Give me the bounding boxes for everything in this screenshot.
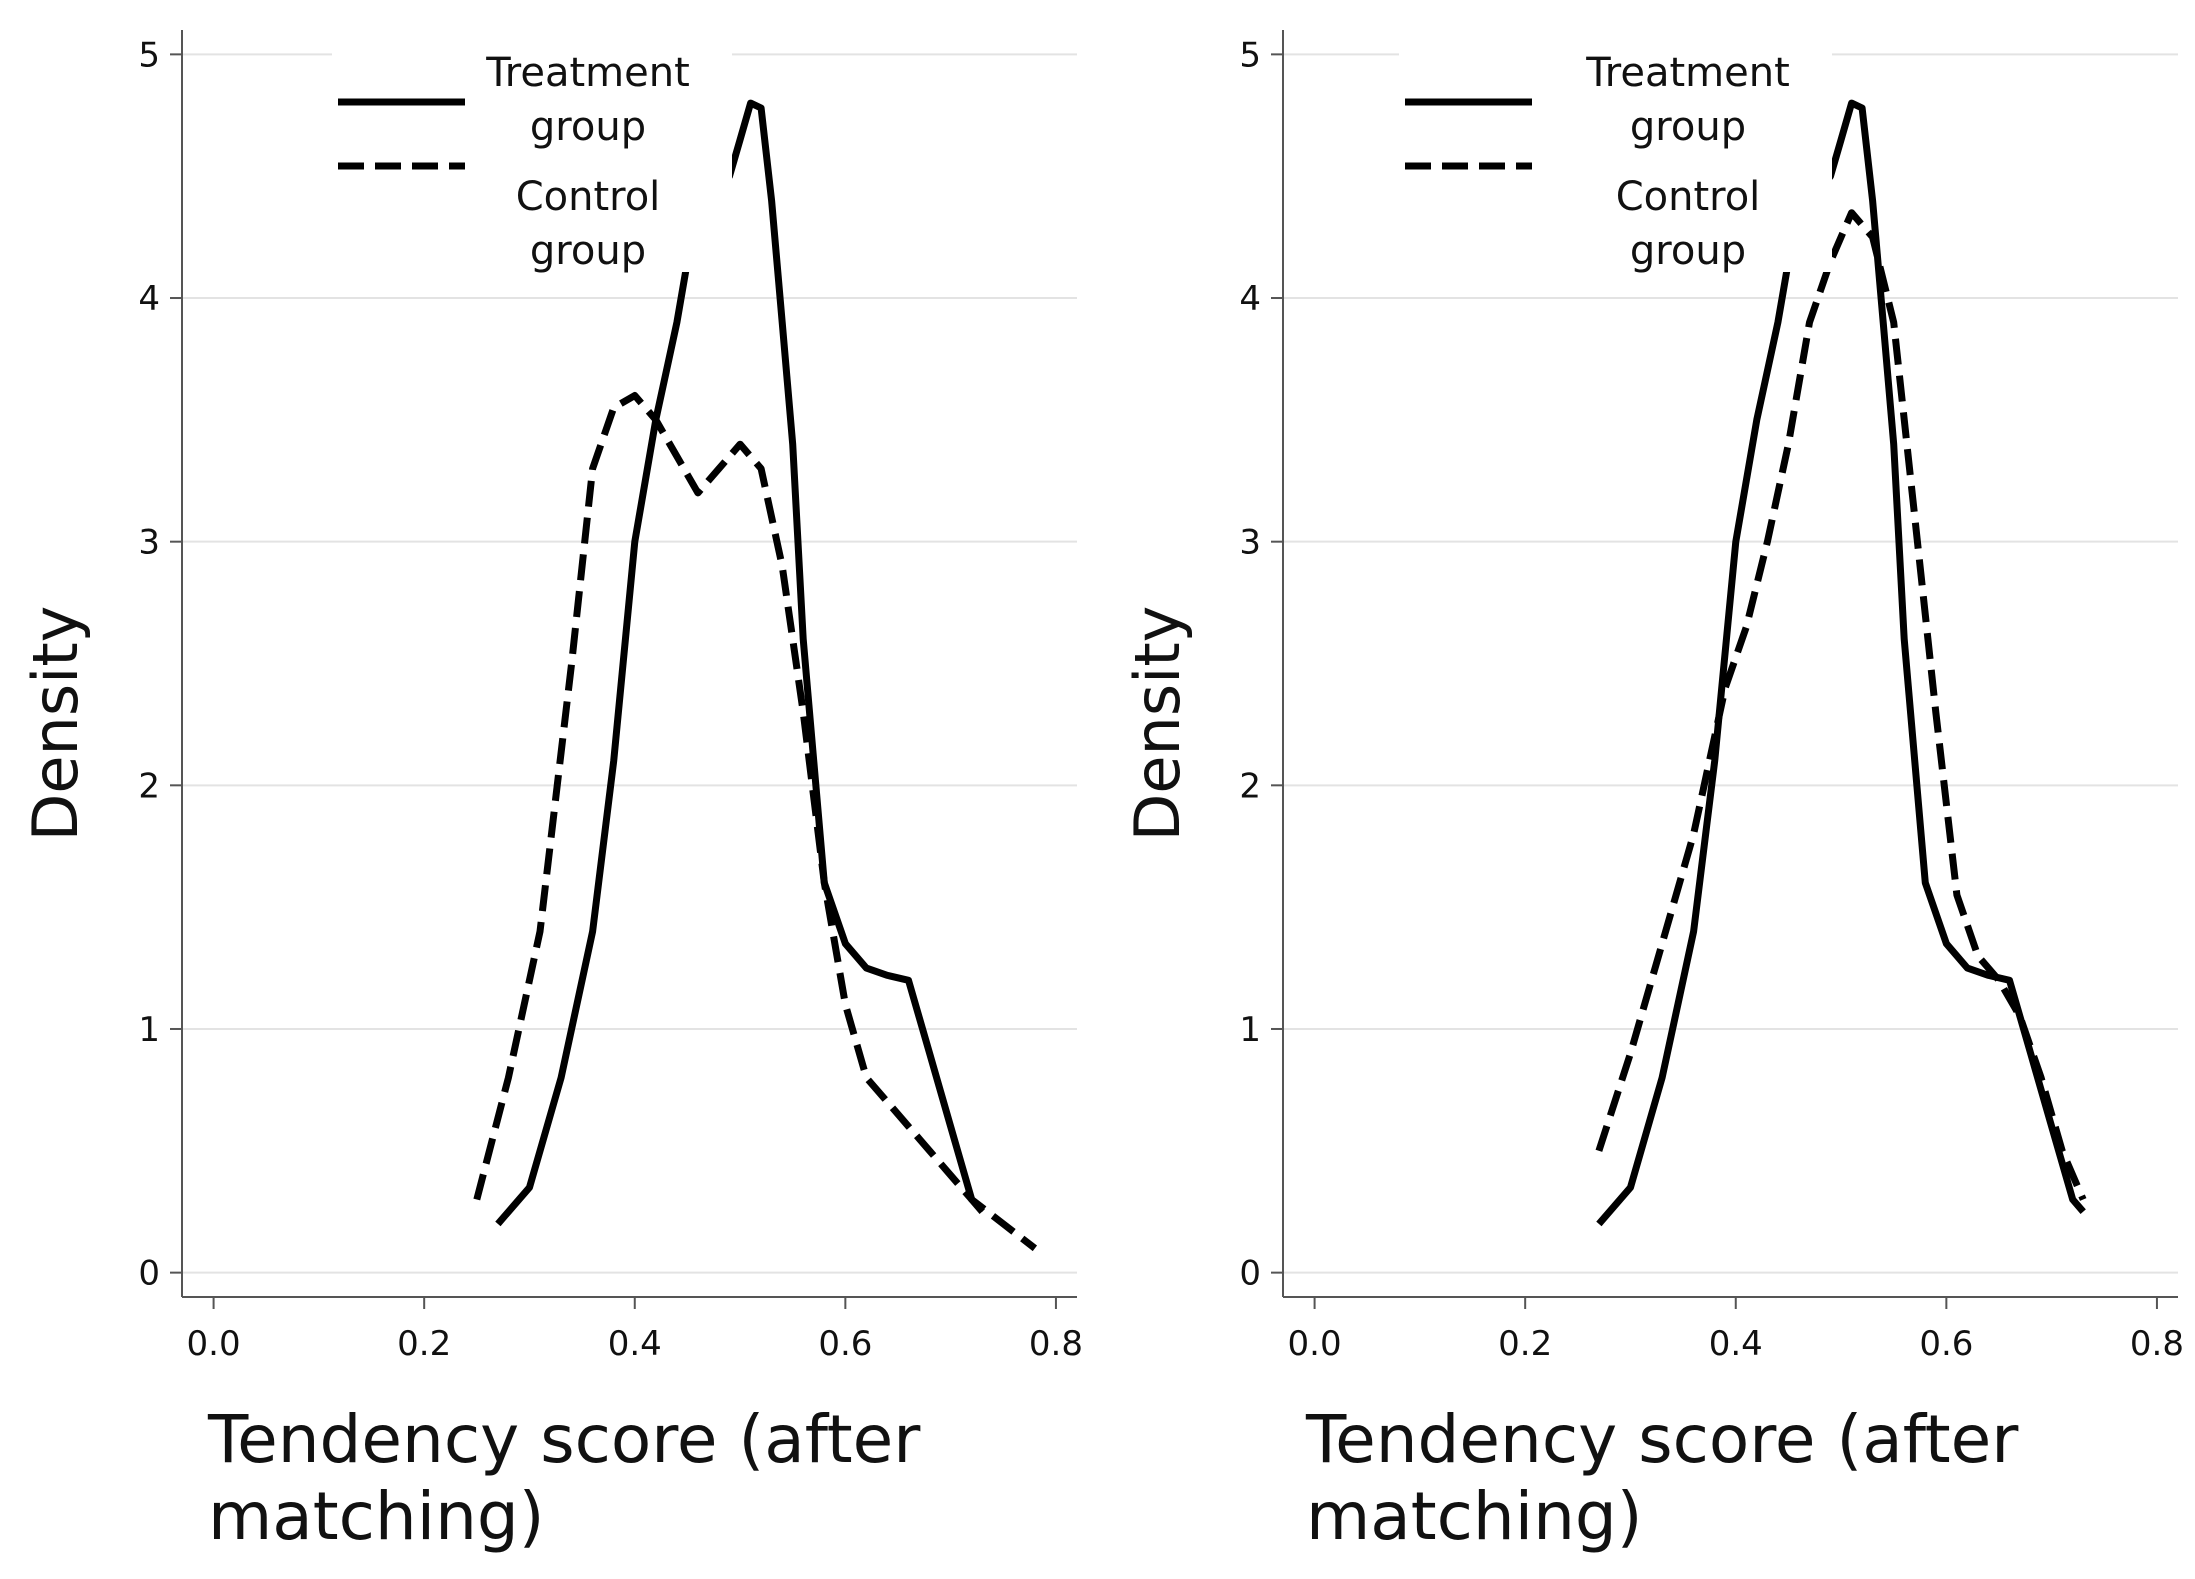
x-tick-label: 0.6 [818, 1324, 872, 1364]
legend-label-control: group [1630, 228, 1746, 274]
series-line-treatment [495, 99, 985, 1227]
x-tick-label: 0.8 [2130, 1324, 2184, 1364]
y-axis-label: Density [1121, 606, 1194, 842]
y-tick-label: 2 [138, 766, 160, 806]
y-tick-label: 3 [1239, 523, 1261, 563]
y-tick-label: 4 [138, 279, 160, 319]
y-tick-label: 5 [1239, 35, 1261, 75]
legend-label-treatment: group [530, 104, 646, 150]
y-tick-label: 0 [138, 1254, 160, 1294]
x-tick-label: 0.0 [1288, 1324, 1342, 1364]
legend-box [1399, 42, 1832, 272]
legend-label-control: group [530, 228, 646, 274]
legend-box [332, 42, 732, 272]
x-tick-label: 0.2 [397, 1324, 451, 1364]
y-tick-label: 5 [138, 35, 160, 75]
y-tick-label: 1 [1239, 1010, 1261, 1050]
y-tick-label: 2 [1239, 766, 1261, 806]
x-tick-label: 0.4 [1709, 1324, 1763, 1364]
x-axis-label-line: Tendency score (after [207, 1401, 921, 1478]
legend-label-treatment: Treatment [485, 50, 690, 96]
y-axis-label: Density [19, 606, 92, 842]
legend-label-control: Control [516, 174, 661, 220]
x-axis-label-line: matching) [1306, 1478, 1643, 1555]
x-axis-label-line: Tendency score (after [1305, 1401, 2019, 1478]
series-line-control [473, 392, 1038, 1252]
x-tick-label: 0.4 [608, 1324, 662, 1364]
y-tick-label: 1 [138, 1010, 160, 1050]
x-axis-label-line: matching) [208, 1478, 545, 1555]
legend-label-treatment: Treatment [1585, 50, 1790, 96]
y-tick-label: 4 [1239, 279, 1261, 319]
left-chart-panel: 0 1 2 3 4 5 0.0 0.2 0.4 0.6 0.8 Density Tendency sco… [19, 30, 1083, 1555]
legend-label-treatment: group [1630, 104, 1746, 150]
x-tick-label: 0.2 [1498, 1324, 1552, 1364]
x-tick-label: 0.6 [1919, 1324, 1973, 1364]
x-tick-label: 0.0 [187, 1324, 241, 1364]
y-tick-label: 3 [138, 523, 160, 563]
series-line-control [1595, 209, 2087, 1201]
right-chart-panel: 0 1 2 3 4 5 0.0 0.2 0.4 0.6 0.8 Density Tendency sco… [1121, 30, 2184, 1555]
y-tick-label: 0 [1239, 1254, 1261, 1294]
series-line-treatment [1596, 99, 2086, 1227]
legend-label-control: Control [1616, 174, 1761, 220]
x-tick-label: 0.8 [1029, 1324, 1083, 1364]
